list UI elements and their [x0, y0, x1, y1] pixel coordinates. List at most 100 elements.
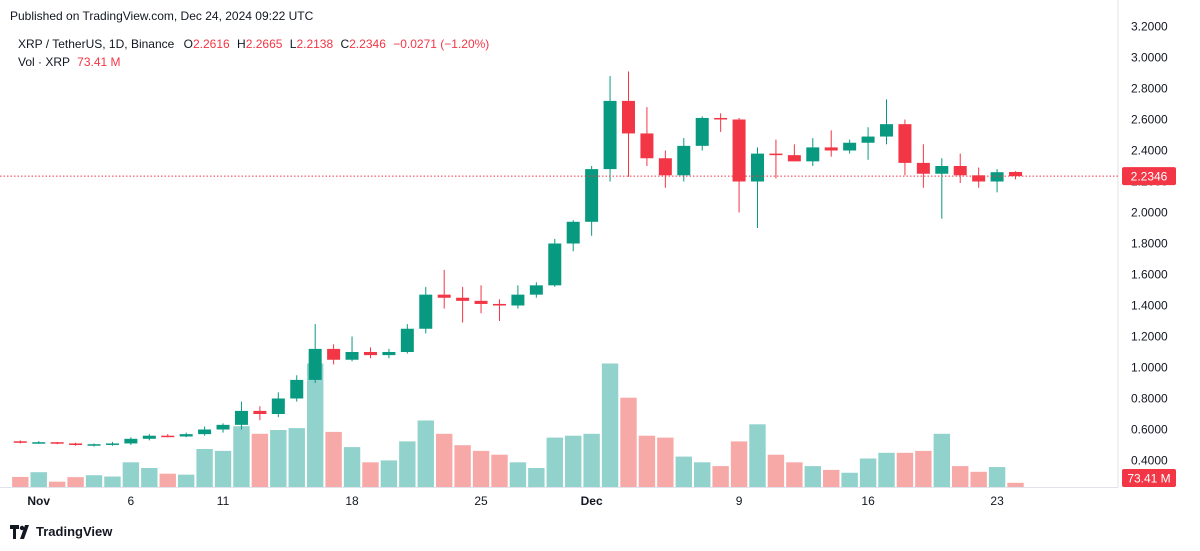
- candle-body: [492, 303, 506, 306]
- change-value: −0.0271 (−1.20%): [393, 37, 490, 51]
- close-label: C: [340, 37, 350, 51]
- time-tick-label: 16: [861, 494, 875, 508]
- candle-body: [621, 100, 635, 134]
- candle-body: [732, 119, 746, 182]
- candle-body: [142, 435, 156, 439]
- candle-body: [990, 172, 1004, 182]
- volume-bar: [952, 466, 969, 487]
- candle-body: [1009, 171, 1023, 177]
- volume-bar: [601, 363, 619, 487]
- volume-bar: [30, 472, 47, 487]
- candle-body: [824, 147, 838, 151]
- low-value: 2.2138: [296, 37, 334, 51]
- candle-body: [695, 117, 709, 146]
- price-tick-label: 2.0000: [1131, 206, 1168, 220]
- volume-bar: [399, 441, 416, 487]
- candle-body: [843, 142, 857, 151]
- candle-body: [511, 294, 525, 306]
- candle-body: [216, 424, 230, 430]
- high-value: 2.2665: [245, 37, 283, 51]
- time-tick-label: 18: [345, 494, 359, 508]
- volume-legend: Vol · XRP 73.41 M: [18, 55, 121, 69]
- time-tick-label: 9: [736, 494, 743, 508]
- candle-body: [751, 153, 764, 182]
- volume-bar: [786, 462, 803, 487]
- volume-bar: [1007, 482, 1024, 487]
- volume-bar: [675, 456, 692, 487]
- candle-body: [161, 435, 175, 438]
- candle-body: [437, 294, 451, 298]
- volume-bar: [970, 471, 987, 487]
- price-tick-label: 2.8000: [1131, 82, 1168, 96]
- price-tick-label: 0.4000: [1131, 454, 1168, 468]
- volume-bar: [177, 474, 195, 487]
- candle-body: [456, 297, 470, 301]
- volume-bar: [67, 477, 84, 487]
- volume-bar: [48, 481, 66, 487]
- candle-body: [953, 166, 967, 176]
- price-tick-label: 2.6000: [1131, 113, 1168, 127]
- candle-body: [234, 410, 248, 425]
- volume-bar: [233, 426, 250, 487]
- candle-body: [566, 221, 580, 244]
- candle-body: [105, 443, 119, 445]
- candle-body: [327, 348, 341, 360]
- volume-bar: [196, 449, 213, 487]
- volume-bar: [859, 458, 877, 487]
- candle-body: [603, 100, 617, 170]
- candle-body: [382, 352, 396, 356]
- volume-bar: [435, 433, 453, 487]
- candle-body: [806, 147, 820, 162]
- volume-bar: [491, 454, 508, 487]
- close-value: 2.2346: [349, 37, 386, 51]
- price-tick-label: 1.6000: [1131, 268, 1168, 282]
- high-label: H: [237, 37, 246, 51]
- volume-bar: [767, 454, 785, 487]
- symbol-name: XRP / TetherUS, 1D, Binance: [18, 37, 175, 51]
- volume-bar: [417, 420, 434, 487]
- volume-label: Vol · XRP: [18, 55, 70, 69]
- volume-bar: [12, 476, 29, 487]
- volume-bar: [141, 468, 158, 487]
- volume-bar: [472, 450, 490, 487]
- volume-bar: [841, 472, 858, 487]
- low-label: L: [289, 37, 297, 51]
- candle-body: [253, 410, 267, 414]
- price-tick-label: 0.6000: [1131, 423, 1168, 437]
- time-tick-label: 11: [217, 494, 230, 508]
- volume-bar: [694, 462, 711, 487]
- candle-body: [345, 352, 359, 360]
- last-price-label: 2.2346: [1131, 170, 1168, 184]
- price-tick-label: 2.4000: [1131, 144, 1168, 158]
- volume-bar: [288, 428, 305, 487]
- candle-body: [50, 442, 64, 444]
- candle-body: [124, 438, 138, 444]
- time-tick-label: 25: [474, 494, 488, 508]
- volume-bar: [159, 473, 176, 487]
- price-tick-label: 3.2000: [1131, 20, 1168, 34]
- time-tick-label: 23: [990, 494, 1004, 508]
- candle-body: [179, 434, 193, 437]
- candle-body: [529, 285, 543, 295]
- volume-bar: [85, 475, 103, 487]
- candle-body: [935, 166, 949, 174]
- tradingview-brand[interactable]: TradingView: [10, 524, 112, 539]
- volume-bar: [878, 452, 895, 487]
- tradingview-brand-label: TradingView: [36, 524, 113, 539]
- candle-body: [769, 153, 783, 156]
- volume-bar: [306, 363, 324, 487]
- volume-bar: [251, 433, 269, 487]
- candle-body: [714, 117, 728, 120]
- candle-body: [32, 442, 46, 444]
- candle-body: [787, 155, 801, 162]
- candle-body: [198, 429, 212, 435]
- volume-bar: [270, 430, 287, 487]
- volume-bar: [546, 437, 563, 487]
- published-header: Published on TradingView.com, Dec 24, 20…: [10, 9, 314, 23]
- price-tick-label: 0.8000: [1131, 392, 1168, 406]
- volume-bar: [638, 435, 656, 487]
- volume-bar: [454, 445, 471, 487]
- price-tick-label: 1.0000: [1131, 361, 1168, 375]
- volume-bar: [104, 476, 121, 487]
